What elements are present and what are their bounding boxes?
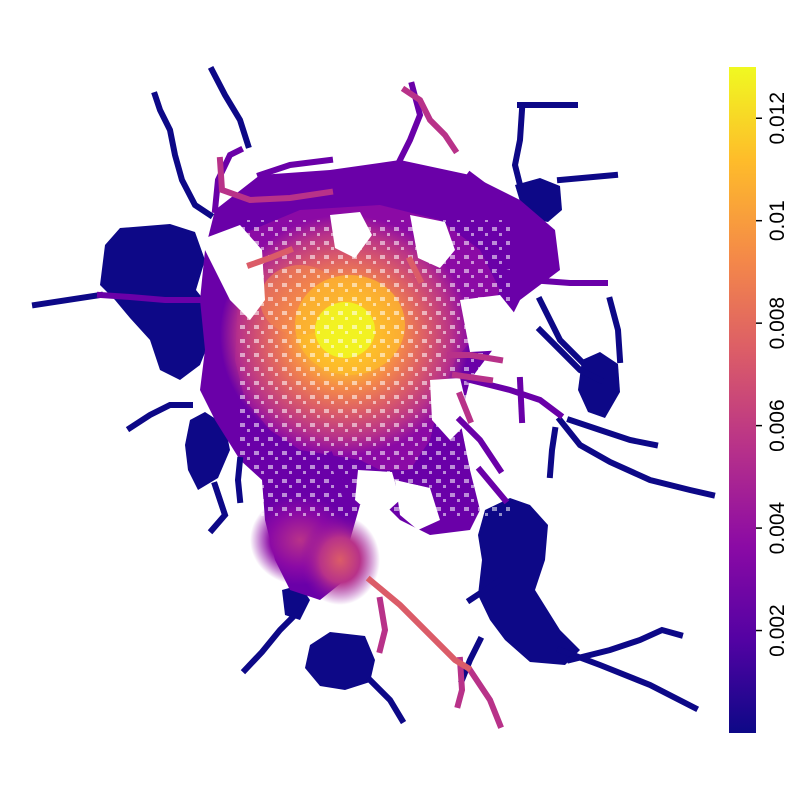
colorbar-tick-label: 0.002 [766,604,789,657]
colorbar-tick-label: 0.008 [766,297,789,350]
colorbar-tick-label: 0.012 [766,92,789,145]
colorbar-tick-label: 0.01 [766,200,789,241]
color-legend: 0.002 0.004 0.006 0.008 0.01 0.012 [729,67,789,733]
colorbar-tick-label: 0.006 [766,399,789,452]
colorbar [729,67,756,733]
raster-gaps [200,212,520,530]
low-density-regions [100,178,620,690]
colorbar-ticks: 0.002 0.004 0.006 0.008 0.01 0.012 [756,92,789,657]
density-map [31,65,716,729]
road-network [31,65,716,729]
colorbar-tick-label: 0.004 [766,501,789,554]
